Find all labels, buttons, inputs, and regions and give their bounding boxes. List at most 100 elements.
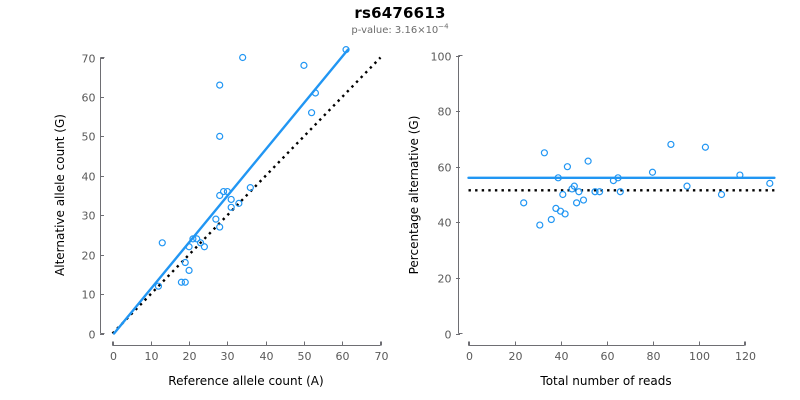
left-y-axis-line [100,57,105,334]
right-x-axis: 0 20 40 60 80 100 120 Total number of reads [466,341,756,388]
y-tick-label: 0 [445,329,452,342]
x-tick-label: 10 [145,350,159,363]
y-tick-label: 40 [82,171,96,184]
y-tick-label: 40 [438,217,452,230]
data-point [177,278,186,286]
x-tick-label: 60 [601,350,615,363]
x-tick-label: 0 [110,350,117,363]
right-x-tick-labels: 0 20 40 60 80 100 120 [466,350,756,363]
y-tick-label: 100 [431,51,452,64]
data-point [239,53,247,62]
data-point [766,179,774,187]
data-point [311,89,320,97]
left-x-axis-title: Reference allele count (A) [168,374,323,388]
left-y-axis: 0 10 20 30 40 50 60 70 Alternative allele count… [53,53,105,342]
y-tick-label: 60 [82,92,96,105]
data-point [570,182,578,190]
right-x-axis-line [468,341,745,346]
data-point [246,184,254,192]
data-point [185,266,193,275]
left-y-tick-marks [100,58,104,335]
y-tick-label: 0 [89,329,96,342]
data-point [193,235,201,243]
data-point [520,199,528,207]
data-point [536,221,544,229]
y-tick-label: 50 [82,131,96,144]
data-point [736,171,744,179]
left-x-tick-labels: 0 10 20 30 40 50 60 70 [110,350,389,363]
data-point [200,243,208,251]
y-tick-label: 20 [438,273,452,286]
right-y-tick-marks [456,56,460,335]
x-tick-label: 120 [735,350,756,363]
data-point [595,188,604,196]
data-point [235,199,243,207]
data-point [223,187,231,196]
data-point [572,199,581,207]
data-point [216,223,224,231]
data-point [683,182,691,190]
left-x-tick-marks [113,341,382,346]
x-tick-label: 60 [336,350,350,363]
right-data-points [520,140,774,229]
data-point [554,174,562,182]
data-point [579,196,588,204]
left-data-points [154,46,350,290]
data-point [158,239,166,247]
x-tick-label: 80 [647,350,661,363]
data-point [717,190,726,199]
x-tick-label: 40 [555,350,569,363]
data-point [216,81,224,89]
data-point [181,278,189,286]
x-tick-label: 20 [509,350,523,363]
data-point [540,149,549,157]
right-x-tick-marks [469,341,746,346]
y-tick-label: 10 [82,289,96,302]
left-reference-line [111,56,382,335]
data-point [614,174,622,182]
data-point [563,163,572,171]
left-y-axis-title: Alternative allele count (G) [53,114,67,276]
data-point [185,243,193,251]
data-point [575,188,583,196]
data-point [584,157,592,165]
y-tick-label: 60 [438,162,452,175]
data-point [561,210,569,218]
right-y-tick-labels: 0 20 40 60 80 100 [431,51,452,342]
y-tick-label: 80 [438,106,452,119]
left-panel: 0 10 20 30 40 50 60 70 Alternative allele count… [53,46,389,388]
left-x-axis: 0 10 20 30 40 50 60 70 Reference allele count (… [110,341,389,388]
data-point [300,61,308,69]
left-regression-line [112,48,350,335]
data-point [219,187,228,196]
data-point [216,132,224,140]
data-point [227,195,235,204]
x-tick-label: 30 [221,350,235,363]
y-tick-label: 30 [82,210,96,223]
right-y-axis: 0 20 40 60 80 100 Percentage alternative (G) [407,51,463,342]
x-tick-label: 20 [183,350,197,363]
data-point [648,168,657,176]
data-point [227,203,235,211]
right-y-axis-line [458,55,463,334]
x-tick-label: 40 [260,350,274,363]
data-point [342,46,350,54]
data-point [189,235,197,243]
data-point [559,190,567,199]
data-point [307,109,316,117]
data-point [212,215,220,223]
data-point [667,140,675,149]
data-point [547,215,555,224]
y-tick-label: 20 [82,250,96,263]
y-tick-label: 70 [82,53,96,66]
left-x-axis-line [112,341,381,346]
x-tick-label: 0 [466,350,473,363]
data-point [181,258,189,267]
x-tick-label: 100 [689,350,710,363]
data-point [591,188,599,196]
data-point [216,191,224,200]
data-point [196,239,205,247]
